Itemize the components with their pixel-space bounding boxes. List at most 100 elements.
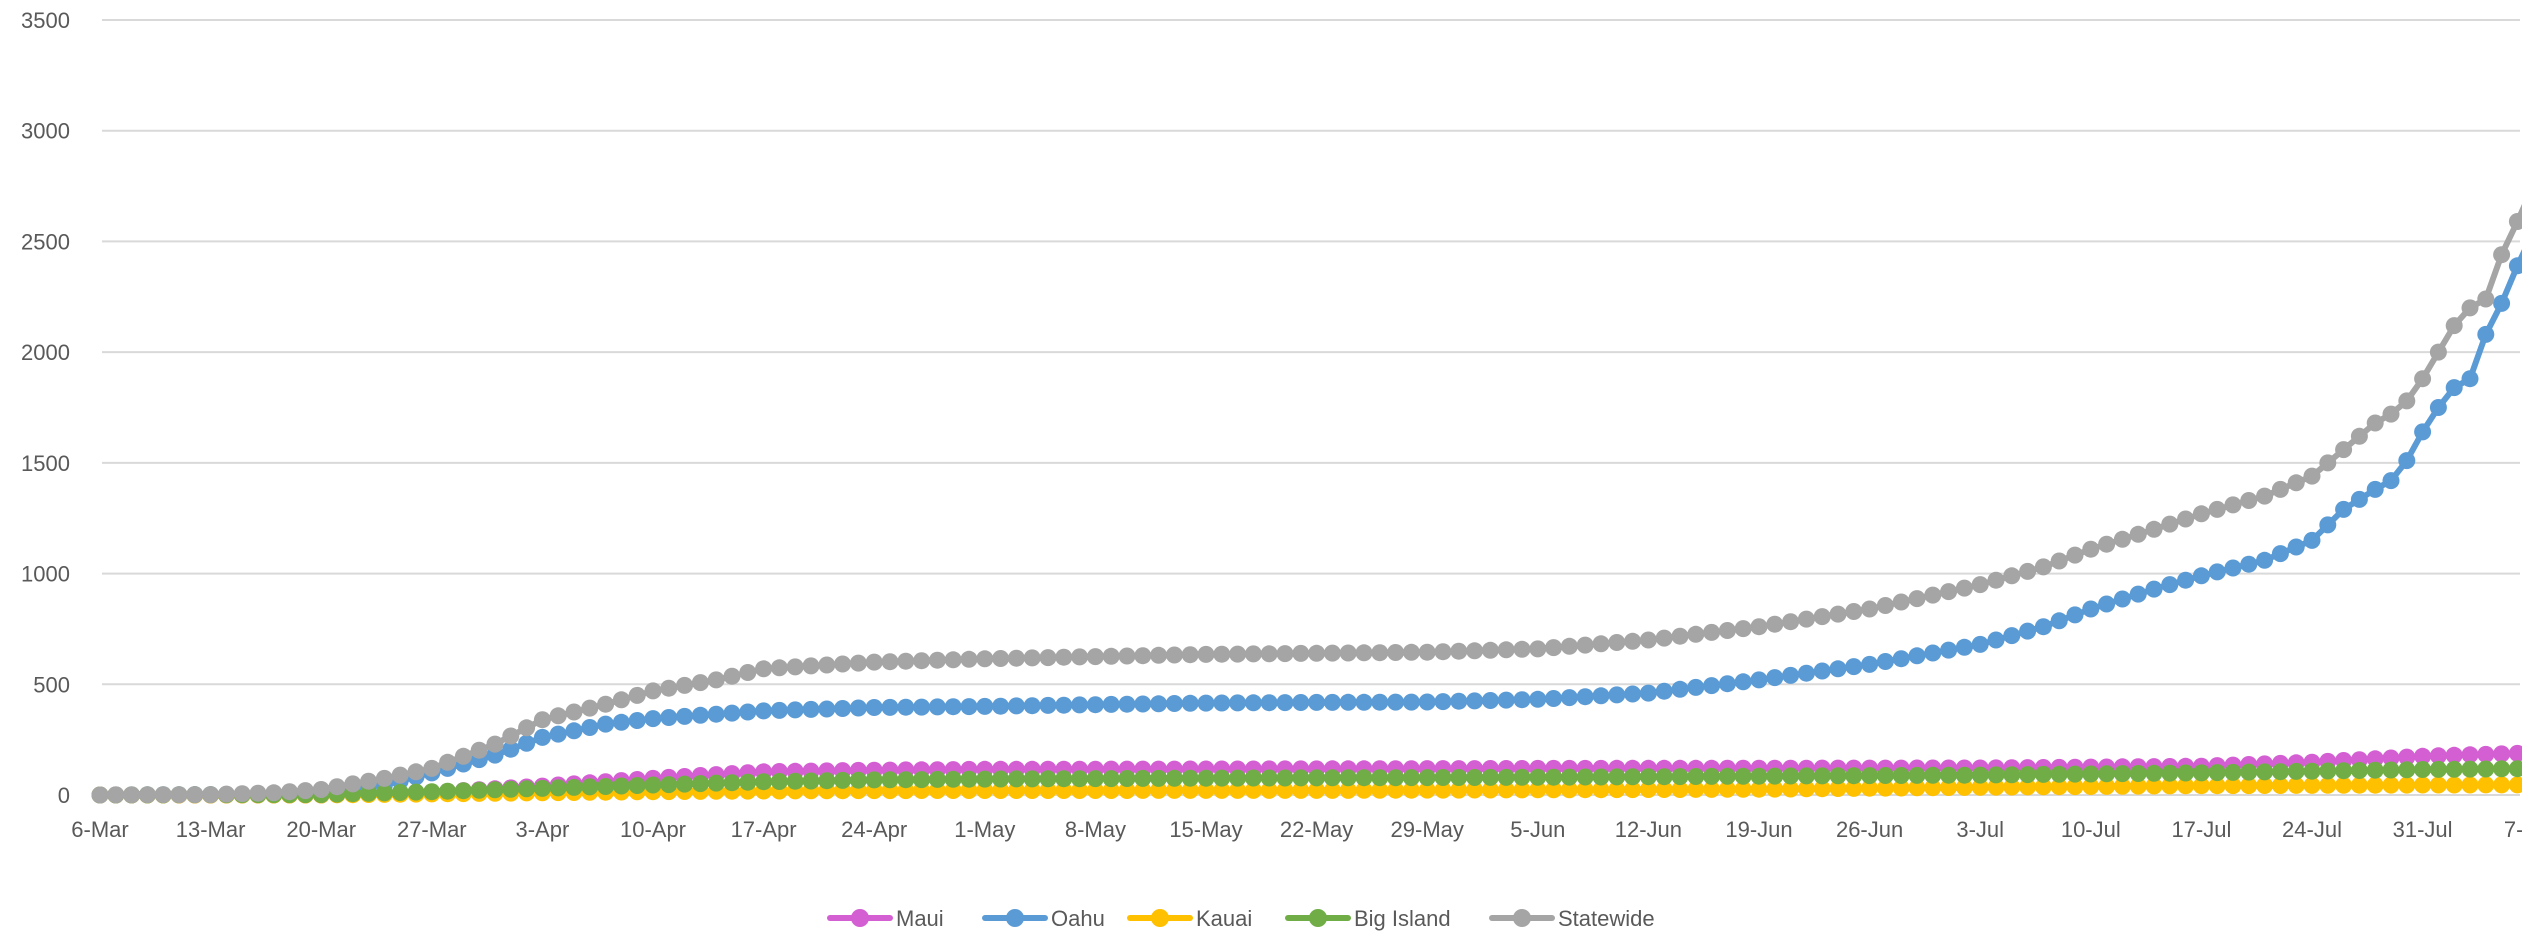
data-point xyxy=(834,700,851,717)
data-point xyxy=(882,699,899,716)
data-point xyxy=(724,668,741,685)
data-point xyxy=(708,706,725,723)
data-point xyxy=(1672,681,1689,698)
x-tick-label: 13-Mar xyxy=(176,817,246,842)
data-point xyxy=(2272,481,2289,498)
data-point xyxy=(1245,645,1262,662)
data-point xyxy=(803,773,820,790)
data-point xyxy=(1877,597,1894,614)
data-point xyxy=(629,777,646,794)
data-point xyxy=(1514,641,1531,658)
x-tick-label: 10-Jul xyxy=(2061,817,2121,842)
data-point xyxy=(945,651,962,668)
data-point xyxy=(1972,767,1989,784)
data-point xyxy=(1766,768,1783,785)
data-point xyxy=(645,777,662,794)
data-point xyxy=(2019,563,2036,580)
data-point xyxy=(976,771,993,788)
data-point xyxy=(1893,767,1910,784)
data-point xyxy=(724,705,741,722)
data-point xyxy=(2082,541,2099,558)
data-point xyxy=(1071,696,1088,713)
data-point xyxy=(392,767,409,784)
data-point xyxy=(1435,769,1452,786)
data-point xyxy=(1687,768,1704,785)
data-point xyxy=(1134,770,1151,787)
data-point xyxy=(518,735,535,752)
data-point xyxy=(2003,567,2020,584)
data-point xyxy=(2051,612,2068,629)
data-point xyxy=(660,776,677,793)
data-point xyxy=(2367,415,2384,432)
data-point xyxy=(597,778,614,795)
data-point xyxy=(1577,637,1594,654)
data-point xyxy=(1593,769,1610,786)
data-point xyxy=(1450,693,1467,710)
data-point xyxy=(1356,644,1373,661)
legend-entry: Statewide xyxy=(1492,906,1655,931)
data-point xyxy=(1340,645,1357,662)
data-point xyxy=(2146,581,2163,598)
data-point xyxy=(1988,766,2005,783)
data-point xyxy=(1924,587,1941,604)
legend-label: Kauai xyxy=(1196,906,1252,931)
data-point xyxy=(1719,622,1736,639)
data-point xyxy=(1419,769,1436,786)
data-point xyxy=(961,651,978,668)
y-tick-label: 1000 xyxy=(21,562,70,587)
x-tick-label: 24-Jul xyxy=(2282,817,2342,842)
data-point xyxy=(155,786,172,803)
data-point xyxy=(866,771,883,788)
data-point xyxy=(534,729,551,746)
data-point xyxy=(1403,694,1420,711)
data-point xyxy=(1277,645,1294,662)
data-point xyxy=(2319,763,2336,780)
data-point xyxy=(534,780,551,797)
data-point xyxy=(344,775,361,792)
data-point xyxy=(992,771,1009,788)
data-point xyxy=(2288,763,2305,780)
data-point xyxy=(739,704,756,721)
data-point xyxy=(1703,624,1720,641)
data-point xyxy=(1055,770,1072,787)
data-point xyxy=(1861,656,1878,673)
legend-entry: Kauai xyxy=(1130,906,1252,931)
data-point xyxy=(2098,596,2115,613)
data-point xyxy=(1782,768,1799,785)
data-point xyxy=(1830,606,1847,623)
data-point xyxy=(1861,601,1878,618)
y-tick-label: 2500 xyxy=(21,229,70,254)
data-point xyxy=(2477,746,2494,763)
data-point xyxy=(613,691,630,708)
data-point xyxy=(2209,563,2226,580)
data-point xyxy=(1435,693,1452,710)
data-point xyxy=(913,771,930,788)
data-point xyxy=(2351,777,2368,794)
data-point xyxy=(2209,501,2226,518)
data-point xyxy=(676,708,693,725)
data-point xyxy=(1119,648,1136,665)
data-point xyxy=(992,698,1009,715)
data-point xyxy=(1229,646,1246,663)
data-point xyxy=(581,700,598,717)
x-tick-label: 26-Jun xyxy=(1836,817,1903,842)
data-point xyxy=(1308,769,1325,786)
data-point xyxy=(1482,642,1499,659)
data-point xyxy=(1719,768,1736,785)
x-tick-label: 10-Apr xyxy=(620,817,686,842)
data-point xyxy=(487,781,504,798)
data-point xyxy=(218,786,235,803)
data-point xyxy=(1466,769,1483,786)
data-point xyxy=(645,710,662,727)
data-point xyxy=(2335,777,2352,794)
data-point xyxy=(1024,770,1041,787)
data-point xyxy=(2351,491,2368,508)
data-point xyxy=(1103,696,1120,713)
data-point xyxy=(550,726,567,743)
data-point xyxy=(724,774,741,791)
data-point xyxy=(1040,649,1057,666)
data-point xyxy=(613,778,630,795)
data-point xyxy=(2477,776,2494,793)
data-point xyxy=(1814,663,1831,680)
data-point xyxy=(1640,632,1657,649)
